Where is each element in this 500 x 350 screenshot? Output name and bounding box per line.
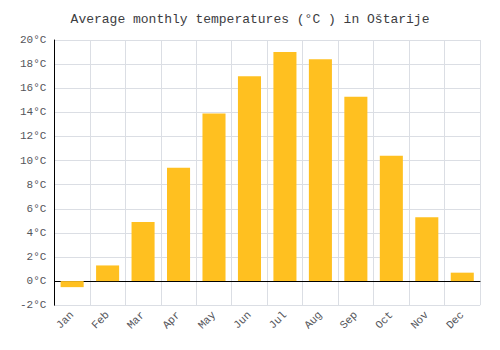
svg-text:Aug: Aug xyxy=(302,309,324,331)
svg-text:0°C: 0°C xyxy=(27,275,47,287)
svg-text:Average monthly temperatures (: Average monthly temperatures (°C ) in Oš… xyxy=(71,12,430,27)
svg-text:4°C: 4°C xyxy=(27,227,47,239)
svg-text:18°C: 18°C xyxy=(20,58,47,70)
svg-text:Dec: Dec xyxy=(444,309,466,331)
svg-text:Oct: Oct xyxy=(373,309,395,331)
svg-text:Nov: Nov xyxy=(409,309,432,332)
svg-text:8°C: 8°C xyxy=(27,179,47,191)
svg-text:6°C: 6°C xyxy=(27,203,47,215)
svg-text:-2°C: -2°C xyxy=(20,299,47,311)
svg-text:14°C: 14°C xyxy=(20,106,47,118)
svg-text:Apr: Apr xyxy=(160,309,182,331)
svg-text:10°C: 10°C xyxy=(20,155,47,167)
svg-text:Jul: Jul xyxy=(267,309,289,331)
svg-text:2°C: 2°C xyxy=(27,251,47,263)
svg-text:20°C: 20°C xyxy=(20,34,47,46)
svg-text:Feb: Feb xyxy=(89,309,111,331)
svg-text:Jan: Jan xyxy=(54,309,76,331)
svg-text:16°C: 16°C xyxy=(20,82,47,94)
svg-text:May: May xyxy=(196,309,219,332)
svg-text:12°C: 12°C xyxy=(20,130,47,142)
svg-text:Jun: Jun xyxy=(231,309,253,331)
svg-text:Sep: Sep xyxy=(338,309,360,331)
svg-text:Mar: Mar xyxy=(125,309,147,331)
